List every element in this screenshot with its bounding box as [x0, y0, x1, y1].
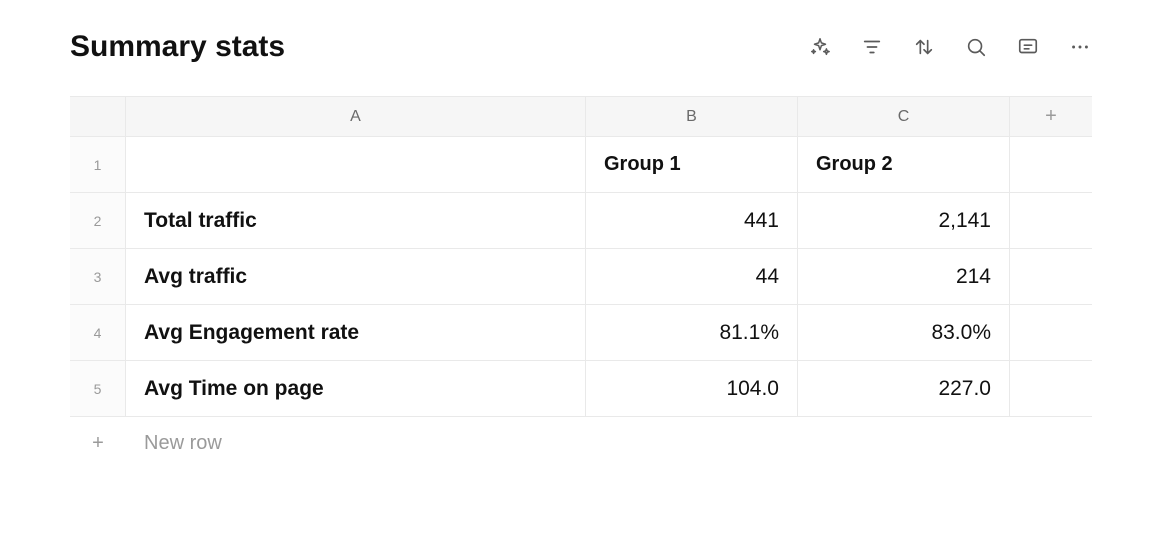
row-trailing	[1010, 249, 1092, 304]
row-trailing	[1010, 361, 1092, 416]
add-column-button[interactable]: +	[1010, 97, 1092, 136]
toolbar	[808, 35, 1092, 59]
cell-a4[interactable]: Avg Engagement rate	[126, 305, 586, 360]
cell-a2[interactable]: Total traffic	[126, 193, 586, 248]
cell-b4[interactable]: 81.1%	[586, 305, 798, 360]
search-icon[interactable]	[964, 35, 988, 59]
row-trailing	[1010, 305, 1092, 360]
sort-icon[interactable]	[912, 35, 936, 59]
cell-b3[interactable]: 44	[586, 249, 798, 304]
more-icon[interactable]	[1068, 35, 1092, 59]
column-header-b[interactable]: B	[586, 97, 798, 136]
table-row: 5 Avg Time on page 104.0 227.0	[70, 361, 1092, 417]
new-row-label: New row	[126, 432, 222, 455]
cell-a1[interactable]	[126, 137, 586, 192]
page-title: Summary stats	[70, 30, 285, 64]
filter-icon[interactable]	[860, 35, 884, 59]
gutter-corner	[70, 97, 126, 136]
cell-b5[interactable]: 104.0	[586, 361, 798, 416]
sparkle-icon[interactable]	[808, 35, 832, 59]
cell-c2[interactable]: 2,141	[798, 193, 1010, 248]
row-index[interactable]: 2	[70, 193, 126, 248]
plus-icon: +	[70, 432, 126, 455]
new-row-button[interactable]: + New row	[70, 417, 1092, 469]
cell-a3[interactable]: Avg traffic	[126, 249, 586, 304]
row-index[interactable]: 1	[70, 137, 126, 192]
row-index[interactable]: 5	[70, 361, 126, 416]
comment-icon[interactable]	[1016, 35, 1040, 59]
cell-c5[interactable]: 227.0	[798, 361, 1010, 416]
cell-c3[interactable]: 214	[798, 249, 1010, 304]
column-header-c[interactable]: C	[798, 97, 1010, 136]
cell-c1[interactable]: Group 2	[798, 137, 1010, 192]
cell-c4[interactable]: 83.0%	[798, 305, 1010, 360]
row-trailing	[1010, 137, 1092, 192]
table-row: 2 Total traffic 441 2,141	[70, 193, 1092, 249]
cell-a5[interactable]: Avg Time on page	[126, 361, 586, 416]
cell-b1[interactable]: Group 1	[586, 137, 798, 192]
row-index[interactable]: 4	[70, 305, 126, 360]
column-header-a[interactable]: A	[126, 97, 586, 136]
column-header-row: A B C +	[70, 97, 1092, 137]
table-row: 1 Group 1 Group 2	[70, 137, 1092, 193]
row-index[interactable]: 3	[70, 249, 126, 304]
table-row: 3 Avg traffic 44 214	[70, 249, 1092, 305]
table-row: 4 Avg Engagement rate 81.1% 83.0%	[70, 305, 1092, 361]
sheet: A B C + 1 Group 1 Group 2 2 Total traffi…	[70, 96, 1092, 469]
row-trailing	[1010, 193, 1092, 248]
cell-b2[interactable]: 441	[586, 193, 798, 248]
